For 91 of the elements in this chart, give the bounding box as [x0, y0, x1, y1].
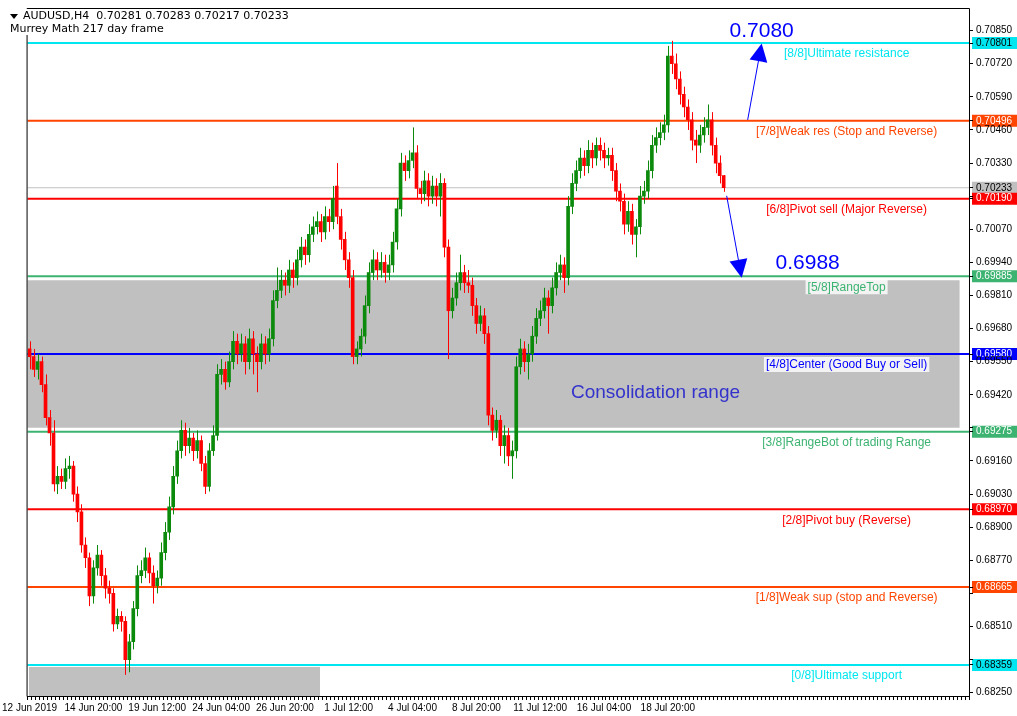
- ref-line-label: [7/8]Weak res (Stop and Reverse): [756, 124, 938, 139]
- candlestick: [291, 261, 295, 289]
- candlestick: [546, 289, 550, 335]
- y-tick-label: 0.69810: [976, 289, 1013, 301]
- candlestick: [143, 547, 148, 579]
- candlestick: [506, 427, 511, 467]
- y-tick-label: 0.68770: [976, 554, 1013, 566]
- x-tick-label: 1 Jul 12:00: [324, 701, 374, 713]
- candlestick: [586, 139, 590, 174]
- y-tick-label: 0.70590: [976, 90, 1013, 102]
- x-tick-label: 26 Jun 20:00: [255, 701, 315, 713]
- y-tick-label: 0.68900: [976, 520, 1013, 532]
- y-tick-label: 0.69940: [976, 256, 1013, 268]
- x-tick-label: 12 Jun 2019: [2, 701, 58, 713]
- candlestick: [263, 335, 267, 365]
- candlestick: [247, 328, 251, 370]
- candlestick: [259, 333, 263, 370]
- candlestick: [494, 409, 499, 439]
- candlestick: [306, 223, 311, 263]
- y-tick-label: 0.69030: [976, 487, 1013, 499]
- candlestick: [522, 340, 527, 373]
- ref-line-label: [6/8]Pivot sell (Major Reverse): [766, 202, 927, 217]
- x-tick-label: 16 Jul 04:00: [576, 701, 632, 713]
- y-tick-label: 0.70070: [976, 223, 1013, 235]
- x-tick-label: 8 Jul 20:00: [451, 701, 502, 713]
- candlestick: [318, 213, 323, 243]
- candlestick: [183, 422, 187, 457]
- candlestick: [302, 238, 307, 266]
- text: Murrey Math 217 day frame: [10, 22, 165, 35]
- y-tick-label: 0.69885: [976, 270, 1013, 282]
- x-tick-label: 11 Jul 12:00: [513, 701, 568, 713]
- candlestick: [251, 330, 255, 375]
- ref-line-label: [1/8]Weak sup (stop and Reverse): [755, 590, 938, 605]
- y-tick-label: 0.70850: [976, 24, 1013, 36]
- ref-line-label: [0/8]Ultimate support: [791, 668, 903, 683]
- x-tick-label: 18 Jul 20:00: [640, 701, 696, 713]
- x-tick-label: 19 Jun 12:00: [128, 701, 187, 713]
- candlestick: [239, 333, 243, 363]
- y-tick-label: 0.69160: [976, 454, 1013, 466]
- y-tick-label: 0.70720: [976, 57, 1013, 69]
- band-label: Consolidation range: [571, 380, 741, 402]
- candlestick: [598, 137, 602, 162]
- candlestick: [295, 249, 299, 286]
- annotation: 0.6988: [775, 249, 840, 273]
- y-tick-label: 0.69420: [976, 388, 1013, 400]
- y-tick-label: 0.69275: [976, 425, 1013, 437]
- x-tick-label: 24 Jun 04:00: [192, 701, 251, 713]
- ref-line-label: [3/8]RangeBot of trading Range: [762, 435, 932, 449]
- candlestick: [669, 40, 674, 75]
- candlestick: [283, 272, 287, 296]
- candlestick: [243, 335, 247, 375]
- candlestick: [582, 149, 586, 177]
- y-tick-label: 0.70190: [976, 192, 1013, 204]
- y-tick-label: 0.69680: [976, 322, 1013, 334]
- candlestick: [195, 429, 199, 459]
- y-tick-label: 0.70801: [976, 36, 1013, 48]
- y-tick-label: 0.70330: [976, 156, 1013, 168]
- candlestick: [326, 208, 331, 233]
- y-tick-label: 0.68665: [976, 580, 1013, 592]
- candlestick: [697, 124, 702, 154]
- ref-line-label: [4/8]Center (Good Buy or Sell): [765, 357, 928, 372]
- candlestick: [35, 353, 40, 380]
- candlestick: [630, 203, 634, 246]
- candlestick: [187, 427, 191, 454]
- y-tick-label: 0.70496: [976, 114, 1013, 126]
- ref-line-label: [8/8]Ultimate resistance: [783, 46, 910, 61]
- candlestick: [594, 137, 598, 167]
- candlestick: [191, 432, 195, 462]
- chart-title: AUDUSD,H4 0.70281 0.70283 0.70217 0.70233: [23, 9, 289, 22]
- x-tick-label: 4 Jul 04:00: [388, 701, 438, 713]
- y-tick-label: 0.70233: [976, 181, 1013, 193]
- y-tick-label: 0.68510: [976, 620, 1013, 632]
- candlestick: [354, 340, 359, 365]
- candlestick: [322, 205, 327, 240]
- candlestick: [287, 259, 291, 294]
- y-tick-label: 0.68250: [976, 686, 1013, 698]
- candlestick: [590, 142, 594, 169]
- ref-line-label: [5/8]RangeTop: [807, 279, 886, 294]
- candlestick: [602, 142, 606, 169]
- x-tick-label: 14 Jun 20:00: [64, 701, 123, 713]
- candlestick: [502, 424, 507, 465]
- y-tick-label: 0.70460: [976, 123, 1013, 135]
- ref-line-label: [2/8]Pivot buy (Reverse): [782, 512, 911, 527]
- y-tick-label: 0.68970: [976, 503, 1013, 515]
- candlestick: [626, 200, 630, 233]
- candlestick: [235, 333, 239, 365]
- candlestick: [147, 552, 152, 584]
- annotation: 0.7080: [729, 17, 794, 41]
- candlestick: [223, 361, 227, 391]
- y-tick-label: 0.68359: [976, 658, 1013, 670]
- candlestick: [330, 185, 335, 230]
